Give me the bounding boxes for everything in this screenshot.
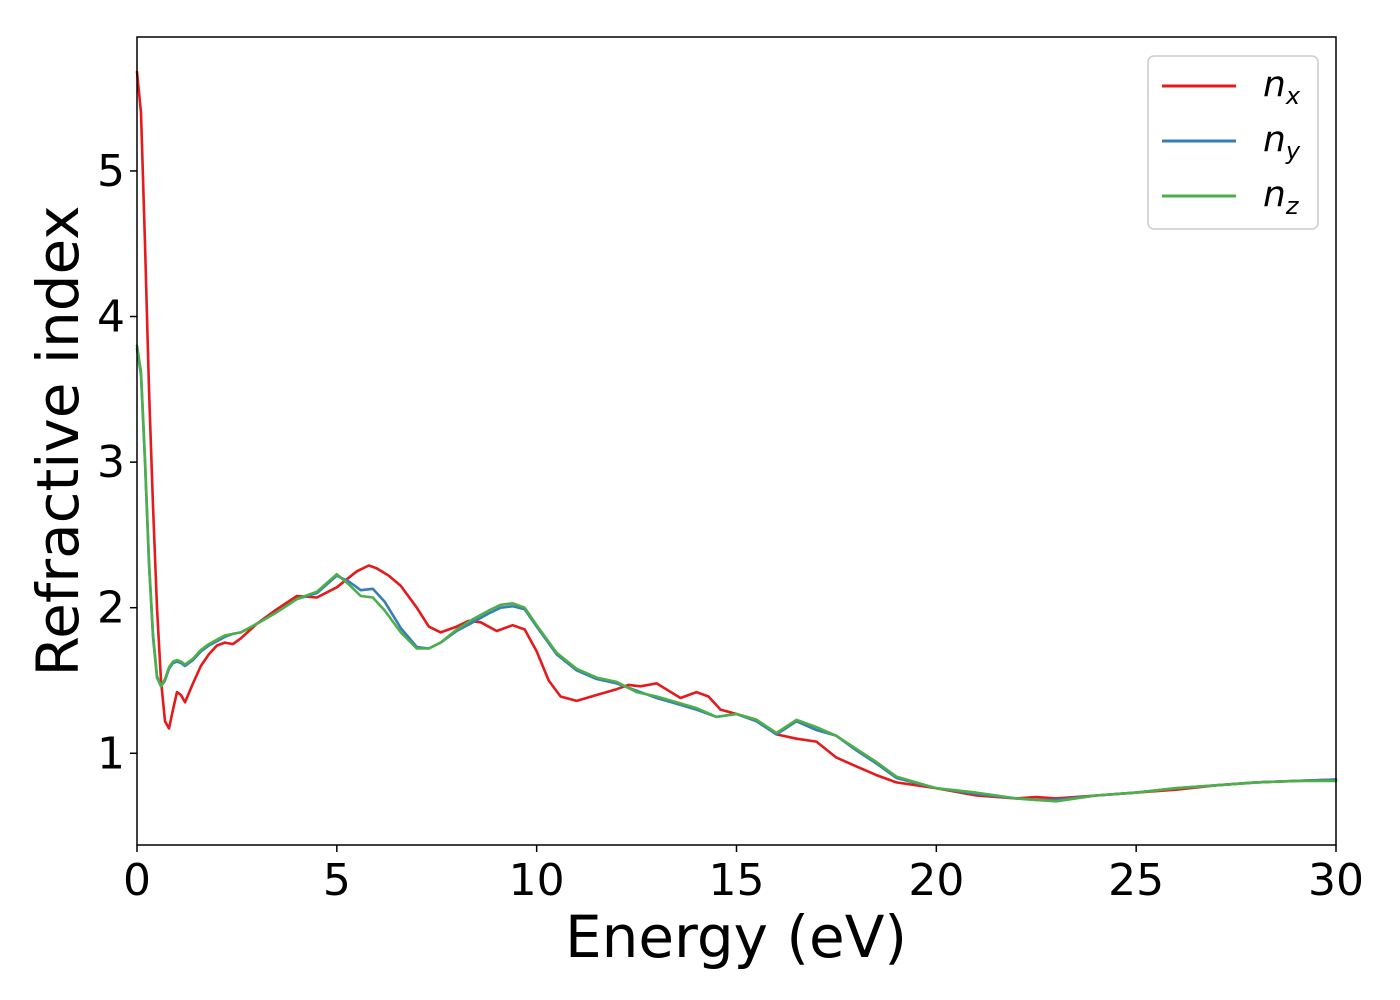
plot-area <box>135 36 1338 846</box>
x-tick-label: 15 <box>709 855 765 906</box>
x-tick-label: 20 <box>908 855 964 906</box>
y-axis-label: Refractive index <box>24 205 92 676</box>
x-axis-label: Energy (eV) <box>565 903 907 971</box>
x-tick-label: 25 <box>1108 855 1164 906</box>
legend-subscript-y: y <box>1285 137 1301 165</box>
y-tick-label: 3 <box>97 437 125 488</box>
x-tick-label: 10 <box>509 855 565 906</box>
y-tick-label: 5 <box>97 146 125 197</box>
series-layer <box>135 70 1338 803</box>
x-axis-ticks: 0 5 10 15 20 25 30 <box>123 845 1364 906</box>
legend-subscript-z: z <box>1285 192 1300 220</box>
axes-background <box>137 37 1336 845</box>
y-axis-ticks: 1 2 3 4 5 <box>97 146 137 779</box>
x-tick-label: 30 <box>1308 855 1364 906</box>
legend-label-z: nz <box>1263 174 1300 220</box>
series-line-z <box>135 344 1338 803</box>
y-tick-label: 1 <box>97 728 125 779</box>
y-tick-label: 4 <box>97 292 125 343</box>
y-tick-label: 2 <box>97 583 125 634</box>
x-tick-label: 0 <box>123 855 151 906</box>
legend-subscript-x: x <box>1285 82 1301 110</box>
series-line-x <box>135 70 1338 800</box>
x-tick-label: 5 <box>323 855 351 906</box>
